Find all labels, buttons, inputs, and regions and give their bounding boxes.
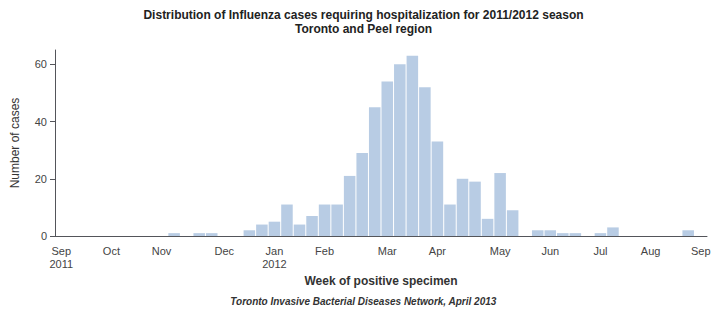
svg-text:Jan: Jan [266,245,284,257]
svg-text:Sep: Sep [51,245,71,257]
svg-text:Toronto and Peel region: Toronto and Peel region [295,22,432,36]
svg-text:Oct: Oct [103,245,120,257]
svg-text:60: 60 [35,58,47,70]
svg-text:Number of cases: Number of cases [8,98,22,189]
svg-text:20: 20 [35,173,47,185]
svg-text:Dec: Dec [214,245,234,257]
svg-text:Week of positive specimen: Week of positive specimen [304,274,457,288]
svg-text:Distribution of Influenza case: Distribution of Influenza cases requirin… [143,8,583,22]
svg-text:2011: 2011 [49,258,73,270]
svg-text:2012: 2012 [262,258,286,270]
svg-text:0: 0 [41,230,47,242]
svg-text:May: May [490,245,511,257]
svg-text:Feb: Feb [315,245,334,257]
svg-text:Sep: Sep [691,245,711,257]
svg-text:Mar: Mar [378,245,397,257]
svg-text:Jul: Jul [593,245,607,257]
svg-text:Jun: Jun [541,245,559,257]
svg-text:Aug: Aug [641,245,661,257]
svg-text:Toronto Invasive Bacterial Dis: Toronto Invasive Bacterial Diseases Netw… [230,296,496,307]
svg-text:Nov: Nov [152,245,172,257]
svg-text:40: 40 [35,116,47,128]
svg-text:Apr: Apr [429,245,446,257]
